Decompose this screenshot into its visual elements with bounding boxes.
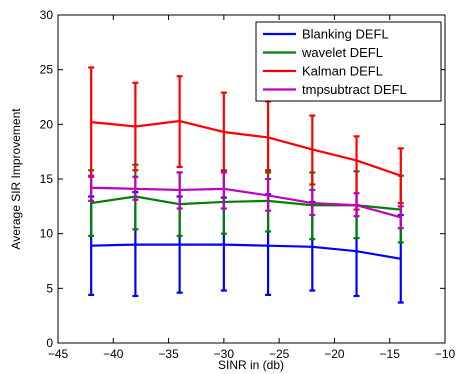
error-bar — [397, 205, 404, 230]
y-tick-label: 5 — [46, 281, 53, 295]
series-kalman-defl — [88, 66, 404, 211]
error-bar — [309, 114, 316, 186]
series-layer — [88, 66, 404, 304]
x-tick-label: −15 — [380, 347, 401, 361]
legend: Blanking DEFL wavelet DEFL Kalman DEFL tmps… — [255, 21, 442, 102]
y-tick-label: 30 — [40, 8, 54, 22]
legend-label: Kalman DEFL — [302, 64, 383, 79]
y-tick-label: 0 — [46, 336, 53, 350]
series-line — [91, 119, 402, 177]
legend-item: tmpsubtract DEFL — [263, 82, 407, 97]
legend-label: tmpsubtract DEFL — [302, 82, 407, 97]
y-axis: 0 5 10 15 20 25 30 — [40, 8, 445, 350]
error-bar — [88, 174, 95, 202]
error-bar — [132, 81, 139, 172]
legend-label: wavelet DEFL — [301, 45, 383, 60]
error-bar — [265, 177, 272, 212]
error-bar — [309, 188, 316, 217]
legend-item: Kalman DEFL — [263, 64, 383, 79]
x-tick-label: −25 — [269, 347, 290, 361]
legend-box — [255, 21, 442, 102]
x-tick-label: −20 — [324, 347, 345, 361]
y-tick-label: 25 — [40, 63, 54, 77]
y-tick-label: 10 — [40, 227, 54, 241]
error-bar — [132, 175, 139, 201]
x-tick-label: −10 — [435, 347, 456, 361]
x-tick-label: −35 — [158, 347, 179, 361]
x-tick-label: −30 — [214, 347, 235, 361]
error-bar — [397, 147, 404, 205]
x-axis-label: SINR in (db) — [218, 358, 284, 372]
error-bar — [176, 171, 183, 210]
series-line — [91, 186, 402, 219]
series-tmpsubtract-defl — [88, 171, 404, 230]
x-tick-label: −40 — [103, 347, 124, 361]
y-tick-label: 15 — [40, 172, 54, 186]
error-bar — [176, 75, 183, 169]
error-bar — [220, 171, 227, 210]
legend-item: Blanking DEFL — [263, 27, 389, 42]
x-axis: −45 −40 −35 −30 −25 −20 −15 −10 — [48, 15, 456, 361]
series-line — [91, 243, 401, 260]
legend-item: wavelet DEFL — [263, 45, 383, 60]
error-bar — [353, 192, 360, 218]
y-tick-label: 20 — [40, 117, 54, 131]
y-axis-label: Average SIR Improvement — [9, 108, 23, 250]
legend-label: Blanking DEFL — [302, 27, 389, 42]
x-tick-label: −45 — [48, 347, 69, 361]
